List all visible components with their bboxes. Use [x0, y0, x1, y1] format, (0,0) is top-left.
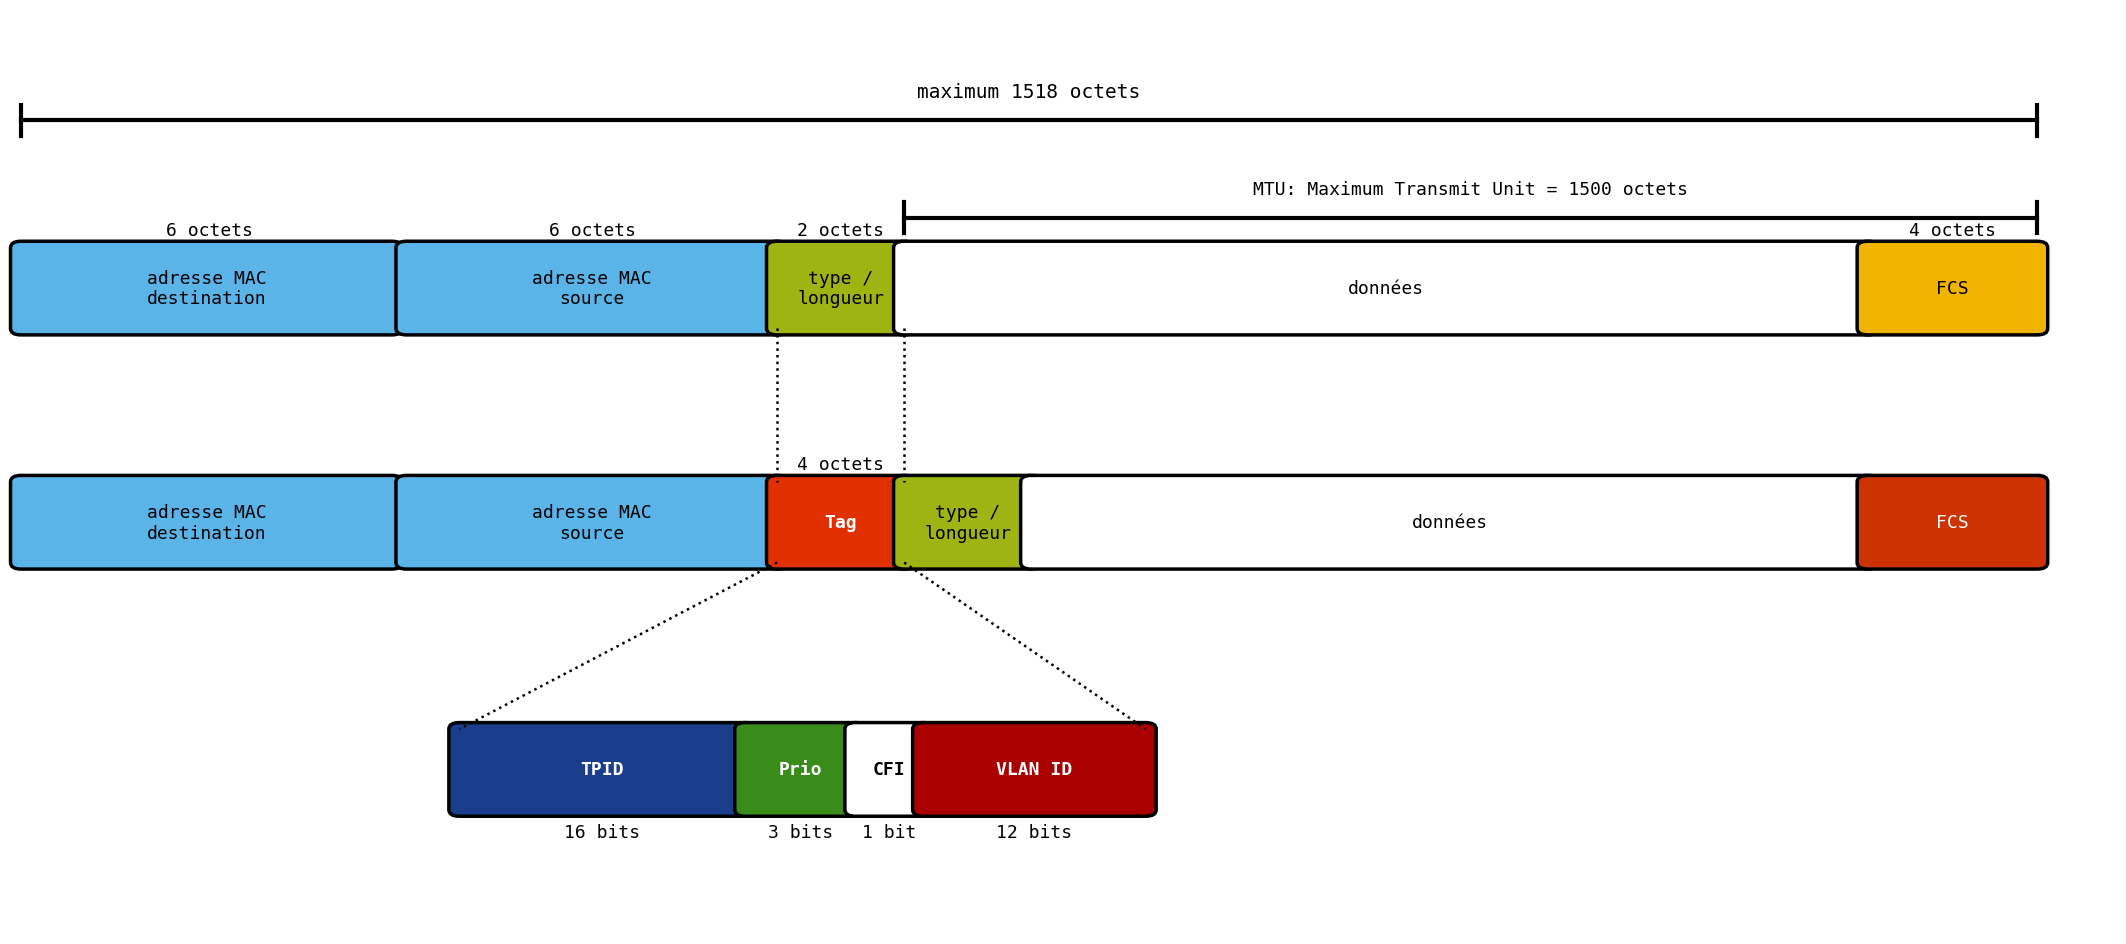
Text: 3 bits: 3 bits	[767, 823, 833, 841]
Text: 6 octets: 6 octets	[166, 222, 253, 240]
Text: adresse MAC
source: adresse MAC source	[532, 503, 653, 542]
Text: 6 octets: 6 octets	[549, 222, 636, 240]
Text: adresse MAC
destination: adresse MAC destination	[147, 269, 266, 308]
FancyBboxPatch shape	[893, 242, 1877, 335]
Text: 4 octets: 4 octets	[1909, 222, 1996, 240]
FancyBboxPatch shape	[893, 476, 1042, 569]
Text: données: données	[1348, 279, 1424, 297]
FancyBboxPatch shape	[395, 476, 789, 569]
Text: type /
longueur: type / longueur	[797, 269, 884, 308]
FancyBboxPatch shape	[767, 476, 914, 569]
Text: données: données	[1412, 514, 1488, 531]
FancyBboxPatch shape	[395, 242, 789, 335]
Text: VLAN ID: VLAN ID	[997, 761, 1072, 779]
Text: Prio: Prio	[778, 761, 823, 779]
Text: MTU: Maximum Transmit Unit = 1500 octets: MTU: Maximum Transmit Unit = 1500 octets	[1252, 181, 1688, 199]
FancyBboxPatch shape	[11, 242, 402, 335]
FancyBboxPatch shape	[1020, 476, 1877, 569]
Text: 2 octets: 2 octets	[797, 222, 884, 240]
Text: CFI: CFI	[874, 761, 906, 779]
FancyBboxPatch shape	[1858, 476, 2047, 569]
Text: 16 bits: 16 bits	[563, 823, 640, 841]
Text: TPID: TPID	[580, 761, 625, 779]
FancyBboxPatch shape	[1858, 242, 2047, 335]
FancyBboxPatch shape	[912, 723, 1157, 817]
Text: type /
longueur: type / longueur	[925, 503, 1012, 542]
FancyBboxPatch shape	[736, 723, 865, 817]
FancyBboxPatch shape	[844, 723, 933, 817]
Text: FCS: FCS	[1937, 514, 1969, 531]
Text: maximum 1518 octets: maximum 1518 octets	[918, 83, 1142, 102]
FancyBboxPatch shape	[767, 242, 914, 335]
Text: 1 bit: 1 bit	[863, 823, 916, 841]
Text: Tag: Tag	[825, 514, 857, 531]
FancyBboxPatch shape	[449, 723, 757, 817]
FancyBboxPatch shape	[11, 476, 402, 569]
Text: 12 bits: 12 bits	[997, 823, 1072, 841]
Text: 4 octets: 4 octets	[797, 455, 884, 473]
Text: adresse MAC
destination: adresse MAC destination	[147, 503, 266, 542]
Text: FCS: FCS	[1937, 279, 1969, 297]
Text: adresse MAC
source: adresse MAC source	[532, 269, 653, 308]
